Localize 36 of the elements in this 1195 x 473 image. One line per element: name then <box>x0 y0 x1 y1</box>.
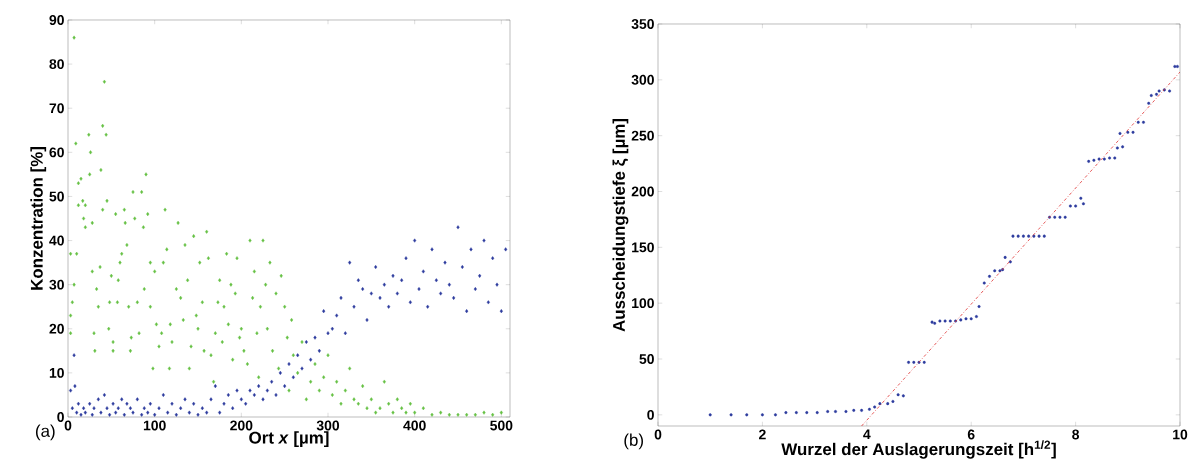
y-tick-label: 0 <box>647 409 654 420</box>
x-axis-title: Ort x [µm] <box>249 431 329 448</box>
y-tick-label: 40 <box>49 235 64 246</box>
y-tick-label: 100 <box>632 298 654 309</box>
x-axis-title: Wurzel der Auslagerungszeit [h$^{1/2}$] <box>781 440 1056 459</box>
y-tick-label: 60 <box>49 147 64 158</box>
x-tick-label: 0 <box>654 429 662 440</box>
text: (a) <box>35 424 55 441</box>
y-tick-label: 0 <box>57 412 64 422</box>
x-tick-label: 6 <box>967 429 975 440</box>
x-tick-label: 2 <box>759 429 766 440</box>
y-tick-label: 50 <box>49 191 64 202</box>
y-tick-label: 350 <box>631 19 654 29</box>
y-tick-label: 10 <box>49 367 64 378</box>
y-axis-title: Konzentration [%] <box>30 147 47 290</box>
x-tick-label: 0 <box>64 420 72 431</box>
y-tick-label: 200 <box>631 186 654 197</box>
y-tick-label: 250 <box>631 130 654 141</box>
y-tick-label: 20 <box>49 323 64 334</box>
y-tick-label: 90 <box>49 15 64 25</box>
y-tick-label: 30 <box>49 279 64 290</box>
y-tick-label: 300 <box>631 74 654 85</box>
x-tick-label: 100 <box>143 420 166 431</box>
y-tick-label: 50 <box>639 354 654 364</box>
y-tick-label: 80 <box>49 59 64 70</box>
y-axis-title: Ausscheidungstiefe ξ [µm] <box>612 118 629 332</box>
y-tick-label: 150 <box>632 242 654 253</box>
x-tick-label: 500 <box>490 420 513 431</box>
text: (b) <box>624 433 643 450</box>
x-tick-label: 10 <box>1173 429 1188 440</box>
y-tick-label: 70 <box>49 103 64 114</box>
x-tick-label: 200 <box>230 420 253 431</box>
x-tick-label: 4 <box>863 429 871 440</box>
x-tick-label: 8 <box>1072 429 1080 440</box>
x-tick-label: 400 <box>403 420 426 431</box>
x-tick-label: 300 <box>316 420 340 431</box>
